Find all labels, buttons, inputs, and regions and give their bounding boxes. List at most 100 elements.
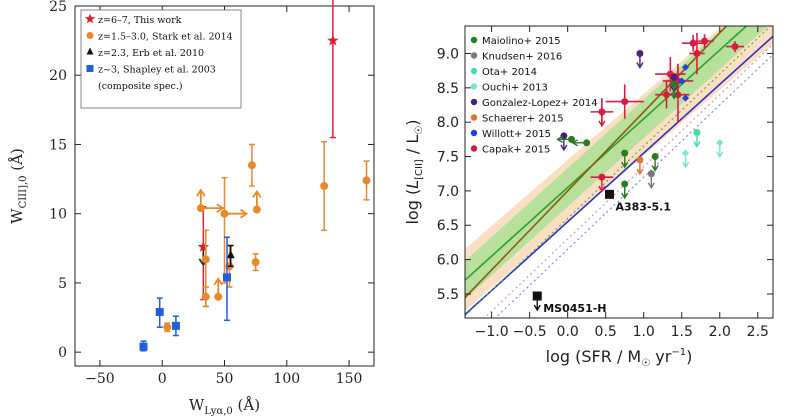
x-tick-label: −50 <box>85 371 115 387</box>
data-point <box>220 209 229 218</box>
data-point-group <box>621 180 629 200</box>
x-axis-label: WLyα,0 (Å) <box>189 396 260 416</box>
legend-label: Willott+ 2015 <box>482 129 551 140</box>
data-point <box>226 250 235 259</box>
data-point <box>598 173 606 181</box>
y-tick-label: 8.0 <box>437 115 459 131</box>
data-point <box>693 49 701 57</box>
data-point <box>598 108 606 116</box>
legend-label: Ouchi+ 2013 <box>482 83 548 94</box>
data-point <box>636 49 644 57</box>
legend-marker <box>84 13 96 24</box>
data-point <box>583 139 591 147</box>
data-point <box>201 255 210 264</box>
data-point-group <box>682 94 690 102</box>
legend-label: Capak+ 2015 <box>482 145 550 156</box>
legend-marker <box>86 47 94 55</box>
legend: z=6–7, This work z=1.5–3.0, Stark et al. … <box>80 9 242 109</box>
y-axis-label-sun: ☉ <box>414 126 425 135</box>
y-tick-label: 9.0 <box>437 46 459 62</box>
data-point-group <box>571 139 591 147</box>
legend-marker <box>470 52 478 59</box>
x-tick-label: 1.0 <box>633 324 655 340</box>
series-shapley-et-al-2003 <box>139 236 231 352</box>
x-axis-label-unit: (Å) <box>233 396 260 414</box>
y-axis-label-text: log ( <box>403 189 422 225</box>
x-tick-label: 100 <box>273 371 300 387</box>
legend-marker <box>470 67 478 75</box>
x-tick-label: −0.5 <box>513 324 547 340</box>
legend-label: z=1.5–3.0, Stark et al. 2014 <box>98 32 233 43</box>
upper-limit-arrow-head <box>560 144 568 152</box>
data-point <box>670 74 678 82</box>
data-point-group <box>590 173 614 193</box>
data-point-group <box>604 189 614 199</box>
upper-limit-arrow-head <box>533 304 541 312</box>
x-tick-label: 0 <box>158 371 167 387</box>
right-chart: A383-5.1 MS0451-H −1.0 −0.5 0.0 0.5 1.0 1.5 2.0 2… <box>403 25 774 369</box>
data-point <box>532 291 542 301</box>
x-tick-label: 0.0 <box>557 324 579 340</box>
data-point <box>567 135 575 143</box>
legend-marker <box>470 114 478 121</box>
right-chart-panel: A383-5.1 MS0451-H −1.0 −0.5 0.0 0.5 1.0 1.5 2.0 2… <box>392 0 785 416</box>
data-point <box>362 176 371 185</box>
data-point <box>196 204 205 213</box>
y-tick-label: 7.5 <box>437 150 459 166</box>
data-point-group <box>605 84 644 119</box>
data-point <box>222 273 231 282</box>
data-point <box>604 189 614 199</box>
data-point <box>560 132 568 140</box>
relation-blue-line <box>465 35 773 316</box>
x-tick-label: 1.5 <box>671 324 693 340</box>
upper-limit-arrow-head <box>716 151 724 159</box>
data-point-group <box>651 153 659 172</box>
relation-green-line <box>465 26 748 281</box>
data-point <box>320 182 329 190</box>
data-point-group <box>590 98 614 128</box>
upper-limit-arrow-head <box>621 192 629 200</box>
data-point <box>621 149 629 157</box>
upper-limit-arrow-head <box>693 141 701 148</box>
data-point <box>163 323 172 332</box>
relation-orange-band <box>465 26 773 311</box>
upper-limit-arrow-head <box>621 161 629 169</box>
legend-label: Gonzalez-Lopez+ 2014 <box>482 98 598 109</box>
data-point-group <box>636 49 644 69</box>
legend-marker <box>470 36 478 44</box>
y-tick-label: 6.5 <box>437 218 459 234</box>
x-axis-label-text: log (SFR / M <box>546 347 642 366</box>
legend-marker <box>86 32 94 39</box>
legend-marker <box>470 83 478 90</box>
y-tick-label: 8.5 <box>437 81 459 97</box>
data-point <box>682 94 690 102</box>
upper-limit-arrow-head <box>598 185 606 193</box>
left-limit-arrow-head <box>556 135 563 143</box>
data-point <box>693 128 701 136</box>
point-label: A383-5.1 <box>615 200 671 213</box>
data-point-group <box>695 34 714 48</box>
legend-marker <box>470 145 478 152</box>
y-axis-label-close: ) <box>403 119 422 125</box>
y-axis-label-main: W <box>8 208 26 224</box>
data-point <box>139 342 148 351</box>
data-point <box>201 292 210 301</box>
plot-area <box>465 26 773 318</box>
y-axis-label-l: L <box>403 180 422 189</box>
legend-box <box>80 9 242 109</box>
upper-limit-arrow-head <box>636 168 644 176</box>
y-axis-label-sub: [CII] <box>414 159 425 180</box>
x-tick-label: 2.0 <box>709 324 731 340</box>
y-tick-label: 0 <box>58 345 67 361</box>
data-point <box>155 308 164 316</box>
data-point-group <box>678 77 686 85</box>
data-point <box>682 149 690 157</box>
legend-marker <box>470 98 478 106</box>
y-tick-label: 5 <box>58 276 67 292</box>
legend-label: Ota+ 2014 <box>482 67 537 78</box>
upper-limit-arrow-head <box>598 120 606 128</box>
data-point <box>247 161 256 170</box>
data-point <box>636 156 644 164</box>
legend-marker <box>86 65 94 72</box>
data-point-group <box>670 80 678 100</box>
